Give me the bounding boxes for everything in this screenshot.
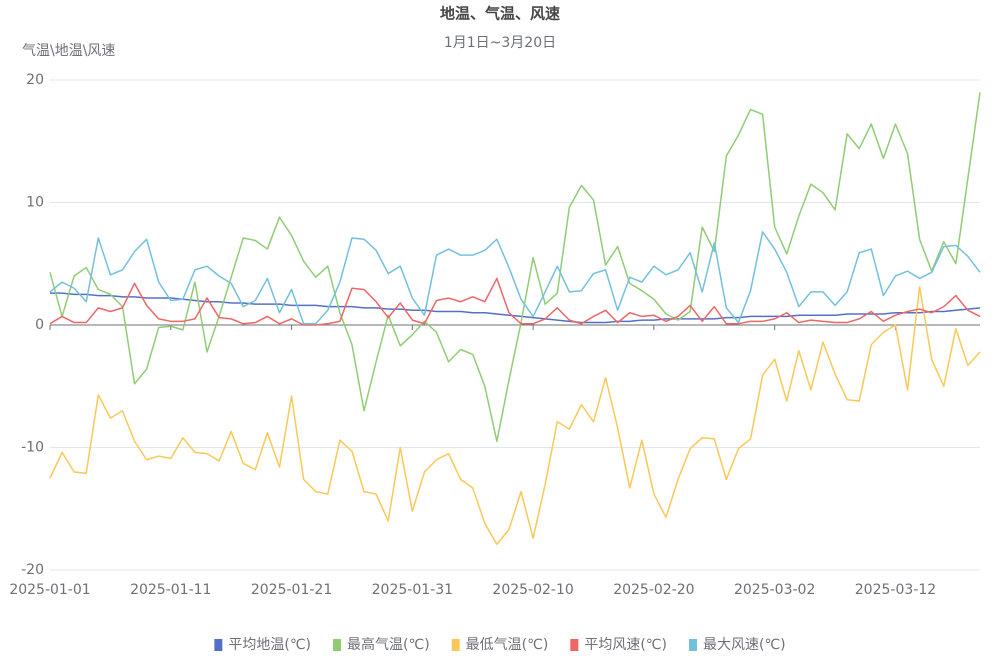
y-tick-label: 20 (26, 72, 44, 88)
legend-swatch[interactable] (333, 639, 342, 651)
legend-swatch[interactable] (214, 639, 223, 651)
x-tick-label: 2025-01-31 (372, 582, 453, 598)
y-axis-label: 气温\地温\风速 (22, 43, 115, 59)
legend-label[interactable]: 最低气温(℃) (466, 637, 549, 653)
legend-label[interactable]: 最大风速(℃) (703, 637, 786, 653)
series-line (49, 92, 981, 443)
x-tick-label: 2025-03-12 (855, 582, 936, 598)
legend-swatch[interactable] (451, 639, 460, 651)
series-line (49, 286, 981, 546)
x-tick-label: 2025-02-10 (492, 582, 573, 598)
series-line (49, 231, 981, 325)
y-tick-label: 10 (26, 195, 44, 211)
x-tick-label: 2025-03-02 (734, 582, 815, 598)
x-tick-label: 2025-01-21 (251, 582, 332, 598)
legend-label[interactable]: 平均风速(℃) (584, 637, 667, 653)
x-tick-label: 2025-01-11 (130, 582, 211, 598)
y-tick-label: -20 (21, 562, 44, 578)
legend-swatch[interactable] (688, 639, 697, 651)
legend-swatch[interactable] (570, 639, 579, 651)
legend-label[interactable]: 平均地温(℃) (228, 637, 311, 653)
y-tick-label: -10 (21, 440, 44, 456)
x-tick-label: 2025-02-20 (613, 582, 694, 598)
y-tick-label: 0 (35, 317, 44, 333)
x-tick-label: 2025-01-01 (9, 582, 90, 598)
chart-title: 地温、气温、风速 (440, 5, 560, 23)
series-line (49, 277, 981, 326)
legend-label[interactable]: 最高气温(℃) (347, 636, 430, 653)
chart-subtitle: 1月1日~3月20日 (444, 35, 556, 51)
